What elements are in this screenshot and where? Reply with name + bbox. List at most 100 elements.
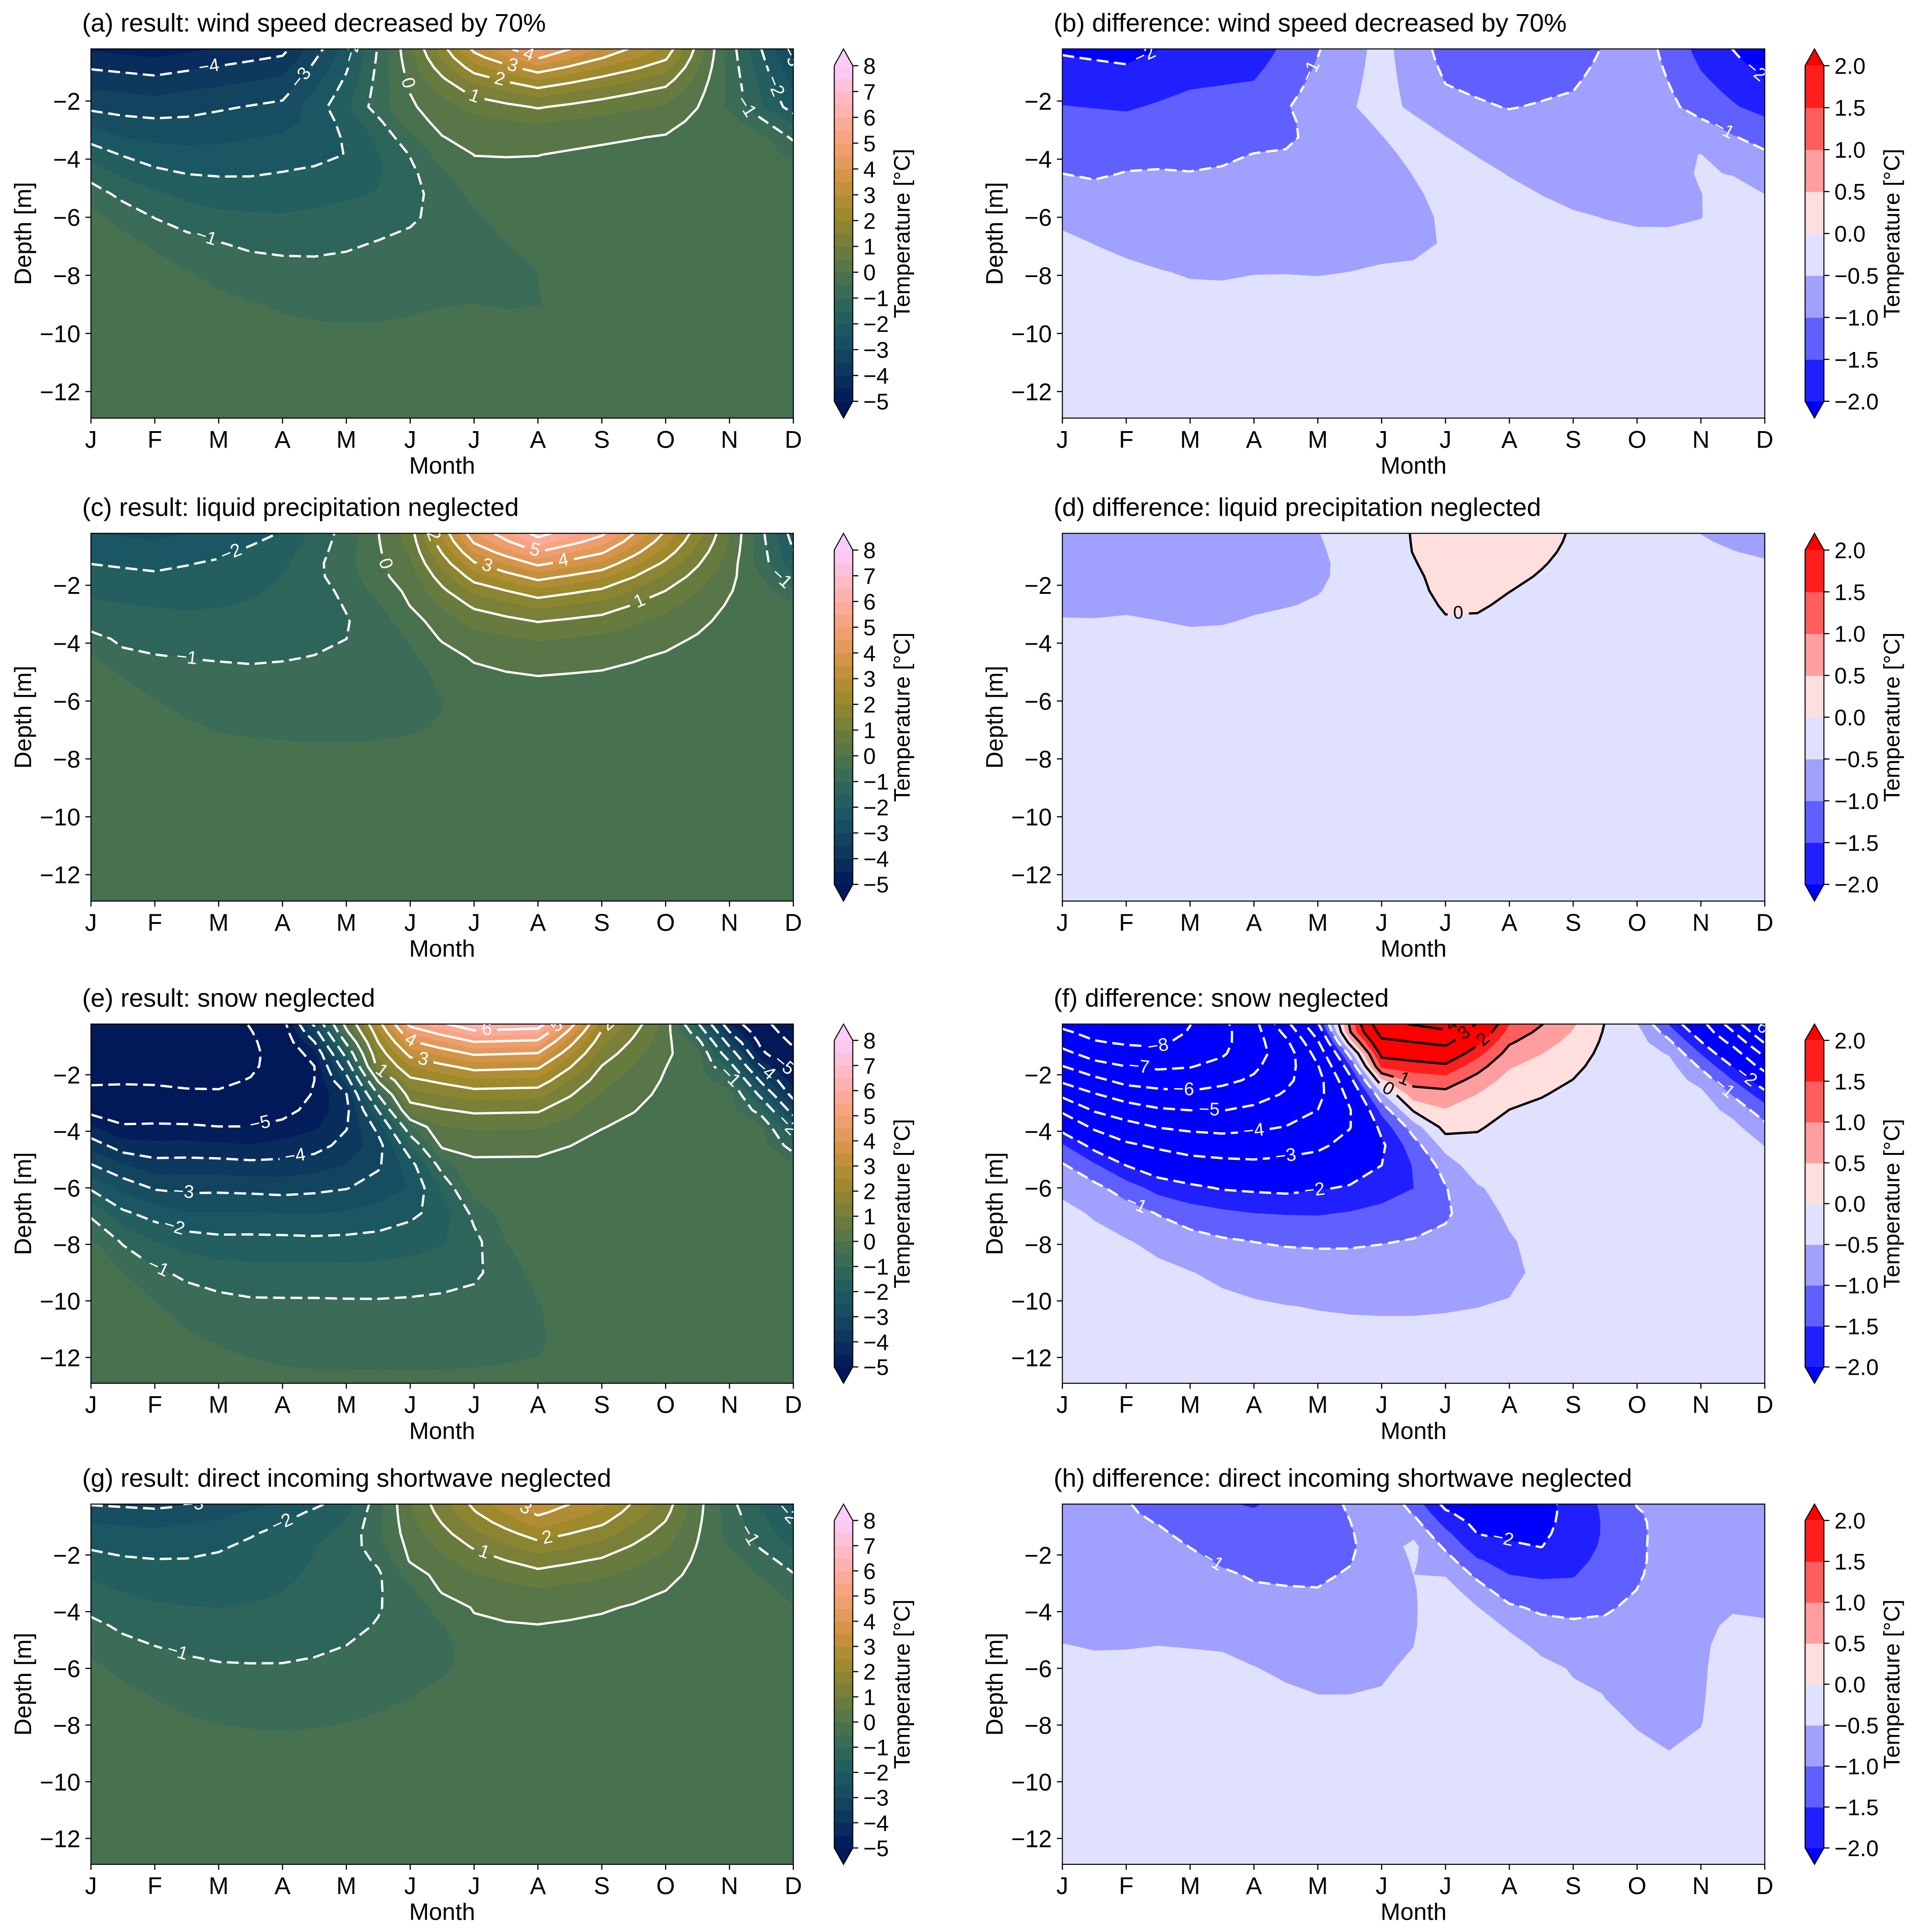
svg-text:−6: −6 <box>53 688 80 715</box>
svg-text:F: F <box>148 1392 162 1419</box>
svg-text:7: 7 <box>863 564 876 589</box>
svg-text:3: 3 <box>863 1154 876 1179</box>
svg-text:−4: −4 <box>863 847 889 872</box>
svg-text:3: 3 <box>863 667 876 692</box>
svg-text:F: F <box>1119 909 1134 936</box>
svg-text:−1.5: −1.5 <box>1834 831 1879 856</box>
svg-text:−4: −4 <box>1024 1119 1052 1146</box>
svg-text:M: M <box>1180 909 1200 936</box>
svg-text:A: A <box>1501 1392 1517 1419</box>
svg-text:−2: −2 <box>1024 1062 1052 1089</box>
svg-text:−6: −6 <box>1024 1655 1052 1682</box>
svg-text:A: A <box>530 1873 546 1900</box>
svg-text:−2.0: −2.0 <box>1834 873 1879 897</box>
svg-text:Depth [m]: Depth [m] <box>981 666 1008 769</box>
svg-text:N: N <box>721 1392 738 1419</box>
svg-text:−1: −1 <box>176 646 198 668</box>
svg-text:O: O <box>656 1873 675 1900</box>
svg-text:−1: −1 <box>863 287 889 311</box>
svg-text:Month: Month <box>409 1899 475 1926</box>
svg-text:Temperature [°C]: Temperature [°C] <box>1880 1119 1905 1288</box>
svg-text:D: D <box>1756 1873 1773 1900</box>
svg-text:0.5: 0.5 <box>1834 664 1865 688</box>
svg-text:Month: Month <box>1380 1418 1446 1444</box>
svg-text:3: 3 <box>863 1635 876 1660</box>
svg-text:−2: −2 <box>863 1761 889 1786</box>
svg-text:O: O <box>1628 1873 1646 1900</box>
svg-text:−6: −6 <box>53 1655 80 1682</box>
svg-text:1.5: 1.5 <box>1834 580 1865 605</box>
svg-text:−8: −8 <box>53 1712 80 1739</box>
svg-text:J: J <box>1376 427 1388 454</box>
svg-text:−10: −10 <box>1011 1288 1052 1315</box>
svg-text:−3: −3 <box>863 1305 889 1330</box>
svg-text:−1.0: −1.0 <box>1834 306 1879 331</box>
svg-text:S: S <box>594 1392 610 1419</box>
svg-text:−12: −12 <box>1011 1825 1052 1852</box>
svg-text:−12: −12 <box>1011 379 1052 406</box>
svg-text:J: J <box>404 909 416 936</box>
svg-text:−6: −6 <box>53 1175 80 1202</box>
svg-text:6: 6 <box>481 1019 492 1039</box>
svg-text:−3: −3 <box>863 822 889 846</box>
svg-text:4: 4 <box>863 1129 876 1154</box>
svg-text:(a) result: wind speed decreas: (a) result: wind speed decreased by 70% <box>82 8 546 37</box>
svg-text:7: 7 <box>863 1054 876 1078</box>
svg-text:−4: −4 <box>283 1144 307 1168</box>
svg-text:(g) result: direct incoming sh: (g) result: direct incoming shortwave ne… <box>82 1463 612 1492</box>
svg-text:0.5: 0.5 <box>1834 1632 1865 1656</box>
svg-text:D: D <box>785 1873 802 1900</box>
svg-text:3: 3 <box>863 183 876 208</box>
svg-text:M: M <box>1180 1392 1200 1419</box>
svg-text:−3: −3 <box>1274 1144 1297 1167</box>
svg-text:2: 2 <box>863 209 876 234</box>
svg-text:−8: −8 <box>1146 1034 1170 1057</box>
svg-text:F: F <box>148 427 162 454</box>
svg-text:J: J <box>468 1873 480 1900</box>
svg-text:8: 8 <box>863 54 876 79</box>
svg-text:J: J <box>1439 909 1451 936</box>
svg-text:(f) difference: snow neglected: (f) difference: snow neglected <box>1054 983 1389 1012</box>
svg-text:−1: −1 <box>863 1736 889 1761</box>
svg-text:−12: −12 <box>40 862 80 889</box>
svg-text:O: O <box>1628 909 1646 936</box>
svg-text:Depth [m]: Depth [m] <box>10 182 37 285</box>
svg-text:4: 4 <box>863 641 876 666</box>
svg-text:Temperature [°C]: Temperature [°C] <box>1880 1600 1905 1769</box>
svg-text:−4: −4 <box>53 146 80 173</box>
svg-text:1: 1 <box>863 719 876 743</box>
svg-text:5: 5 <box>863 616 876 640</box>
svg-text:−3: −3 <box>863 338 889 363</box>
svg-text:D: D <box>1756 909 1773 936</box>
svg-text:−2: −2 <box>53 1062 80 1089</box>
svg-text:−2: −2 <box>863 795 889 820</box>
svg-text:M: M <box>1180 1873 1200 1900</box>
svg-text:A: A <box>1246 427 1262 454</box>
svg-text:Month: Month <box>409 1418 475 1444</box>
svg-text:N: N <box>1692 427 1709 454</box>
svg-text:−10: −10 <box>40 1288 80 1315</box>
svg-text:Depth [m]: Depth [m] <box>981 182 1008 285</box>
svg-text:−12: −12 <box>1011 1345 1052 1372</box>
svg-text:(c) result: liquid precipitati: (c) result: liquid precipitation neglect… <box>82 493 519 522</box>
svg-text:Temperature [°C]: Temperature [°C] <box>890 149 915 318</box>
svg-text:A: A <box>275 909 291 936</box>
svg-text:M: M <box>209 427 229 454</box>
svg-text:Month: Month <box>409 936 475 962</box>
svg-text:2: 2 <box>863 1179 876 1204</box>
svg-text:2: 2 <box>863 1660 876 1685</box>
svg-text:−4: −4 <box>863 1330 889 1355</box>
svg-text:−0.5: −0.5 <box>1834 1233 1879 1258</box>
svg-text:−5: −5 <box>863 1356 889 1380</box>
svg-text:−2: −2 <box>53 572 80 599</box>
svg-text:O: O <box>656 909 675 936</box>
svg-text:Temperature [°C]: Temperature [°C] <box>890 632 915 802</box>
svg-text:J: J <box>404 427 416 454</box>
svg-text:4: 4 <box>863 157 876 182</box>
svg-text:−1.5: −1.5 <box>1834 1795 1879 1820</box>
svg-text:−2: −2 <box>863 1280 889 1305</box>
svg-text:2.0: 2.0 <box>1834 1029 1865 1053</box>
svg-text:A: A <box>1246 1392 1262 1419</box>
svg-text:0.0: 0.0 <box>1834 222 1865 247</box>
svg-text:8: 8 <box>863 539 876 563</box>
